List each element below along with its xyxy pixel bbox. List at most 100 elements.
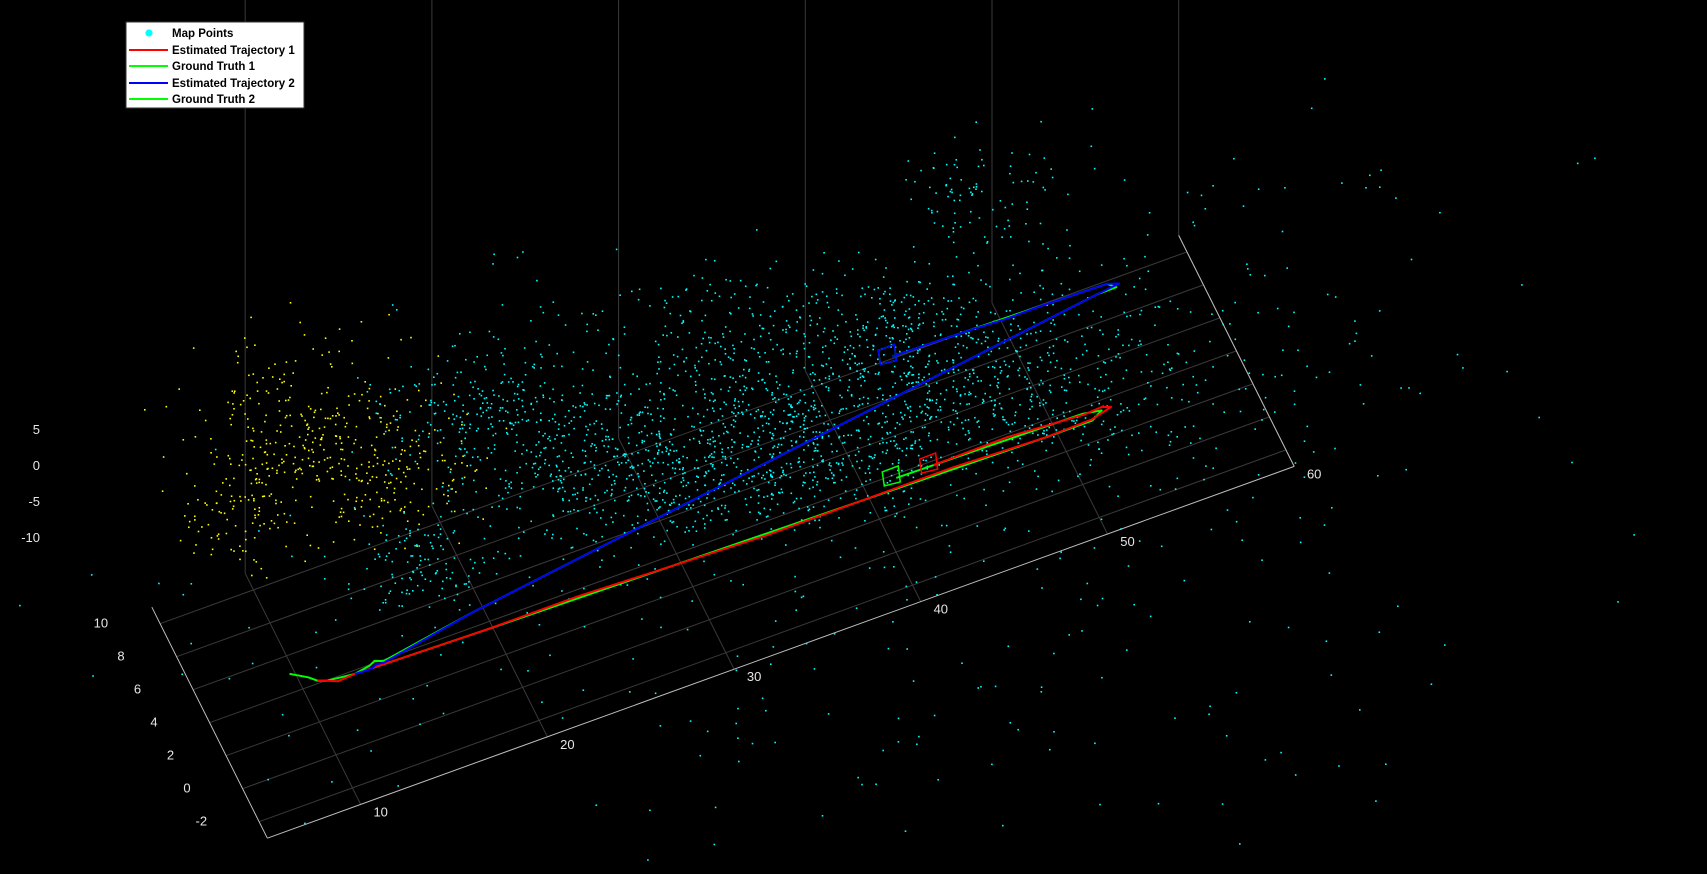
map-point-1055 <box>643 470 645 472</box>
map-point-2527 <box>833 423 836 426</box>
map-point-3276 <box>323 555 326 558</box>
map-point-2851 <box>1066 229 1068 231</box>
map-point-1762 <box>744 285 747 288</box>
map-point-627 <box>540 367 542 369</box>
map-point-2181 <box>786 295 788 298</box>
map-point-3035 <box>440 545 442 547</box>
map-point-579 <box>463 424 466 426</box>
map-point-3237 <box>519 466 521 469</box>
map-point-2248 <box>824 414 827 417</box>
map-point-735 <box>522 389 524 391</box>
map-point-1267 <box>684 497 687 500</box>
map-point-2447 <box>939 409 942 411</box>
map-point-1718 <box>1053 323 1056 326</box>
map-point-1600 <box>739 432 741 434</box>
map-point-1164 <box>707 439 709 441</box>
map-point-3201 <box>539 454 541 457</box>
map-point-1654 <box>993 415 995 417</box>
map-point-282 <box>230 495 233 497</box>
map-point-2206 <box>983 331 985 334</box>
map-point-1398 <box>647 412 649 415</box>
map-point-2983 <box>434 626 436 629</box>
map-point-1474 <box>800 497 802 500</box>
map-point-602 <box>516 441 518 444</box>
map-point-892 <box>563 478 565 481</box>
map-point-1629 <box>1000 370 1003 372</box>
legend[interactable]: Map Points Estimated Trajectory 1 Ground… <box>125 21 305 109</box>
map-point-527 <box>458 431 461 433</box>
map-point-1961 <box>803 449 805 451</box>
map-point-22 <box>285 414 288 417</box>
map-point-2211 <box>732 377 734 379</box>
map-point-3330 <box>1049 748 1051 751</box>
map-point-3328 <box>1041 587 1043 589</box>
map-point-1857 <box>867 423 870 425</box>
map-point-3006 <box>439 528 442 530</box>
map-point-1585 <box>948 545 951 547</box>
map-point-2599 <box>1167 434 1170 437</box>
map-point-1152 <box>733 425 735 428</box>
map-point-2242 <box>702 388 705 391</box>
map-point-473 <box>424 450 427 453</box>
map-point-3408 <box>462 509 465 511</box>
map-point-409 <box>340 515 343 518</box>
map-point-1846 <box>775 381 778 383</box>
map-point-3229 <box>855 607 858 609</box>
map-point-3419 <box>936 594 938 596</box>
map-point-504 <box>474 470 476 472</box>
map-point-673 <box>461 421 463 423</box>
map-point-3431 <box>532 584 534 587</box>
map-point-2861 <box>945 184 948 186</box>
map-point-2285 <box>968 373 971 375</box>
map-point-1493 <box>782 471 784 474</box>
map-point-848 <box>540 412 542 415</box>
map-point-2153 <box>918 312 921 315</box>
map-point-3 <box>339 436 341 438</box>
map-point-2294 <box>1209 340 1211 343</box>
map-point-948 <box>561 486 564 489</box>
map-point-1903 <box>803 427 806 430</box>
map-point-169 <box>285 361 288 363</box>
map-point-2998 <box>384 559 387 561</box>
map-point-1210 <box>679 494 681 497</box>
map-point-2499 <box>940 333 942 336</box>
map-point-443 <box>373 454 376 456</box>
map-point-3055 <box>1063 415 1065 417</box>
map-point-3374 <box>646 578 649 580</box>
map-point-936 <box>684 472 686 474</box>
map-point-1245 <box>724 484 726 487</box>
map-point-190 <box>264 451 267 453</box>
map-point-1130 <box>856 446 859 449</box>
map-point-2247 <box>760 415 762 418</box>
map-point-257 <box>304 419 306 422</box>
map-point-765 <box>450 510 453 513</box>
map-point-368 <box>448 484 450 487</box>
map-point-397 <box>309 495 312 498</box>
map-point-1421 <box>804 415 807 417</box>
map-point-2556 <box>1052 409 1055 412</box>
map-point-234 <box>300 413 302 416</box>
map-point-2473 <box>859 376 862 379</box>
map-point-3186 <box>549 654 551 657</box>
map-point-267 <box>245 538 247 541</box>
map-point-1335 <box>827 477 829 480</box>
map-point-2543 <box>936 382 938 384</box>
map-point-2434 <box>1110 380 1113 383</box>
map-point-55 <box>368 400 370 402</box>
map-point-1401 <box>772 398 774 400</box>
map-point-593 <box>490 423 492 425</box>
map-point-1847 <box>1130 338 1133 341</box>
map-point-2524 <box>1026 388 1028 391</box>
map-point-3066 <box>1169 440 1172 443</box>
map-point-1539 <box>842 464 844 466</box>
map-point-1740 <box>928 355 930 358</box>
series-line-estimated-trajectory-2 <box>354 282 1121 675</box>
map-point-229 <box>385 426 388 429</box>
map-point-986 <box>499 407 502 409</box>
map-point-1439 <box>626 478 628 480</box>
map-point-333 <box>227 454 230 457</box>
map-point-2292 <box>892 371 894 373</box>
map-point-2705 <box>586 330 588 333</box>
map-point-669 <box>394 418 397 421</box>
